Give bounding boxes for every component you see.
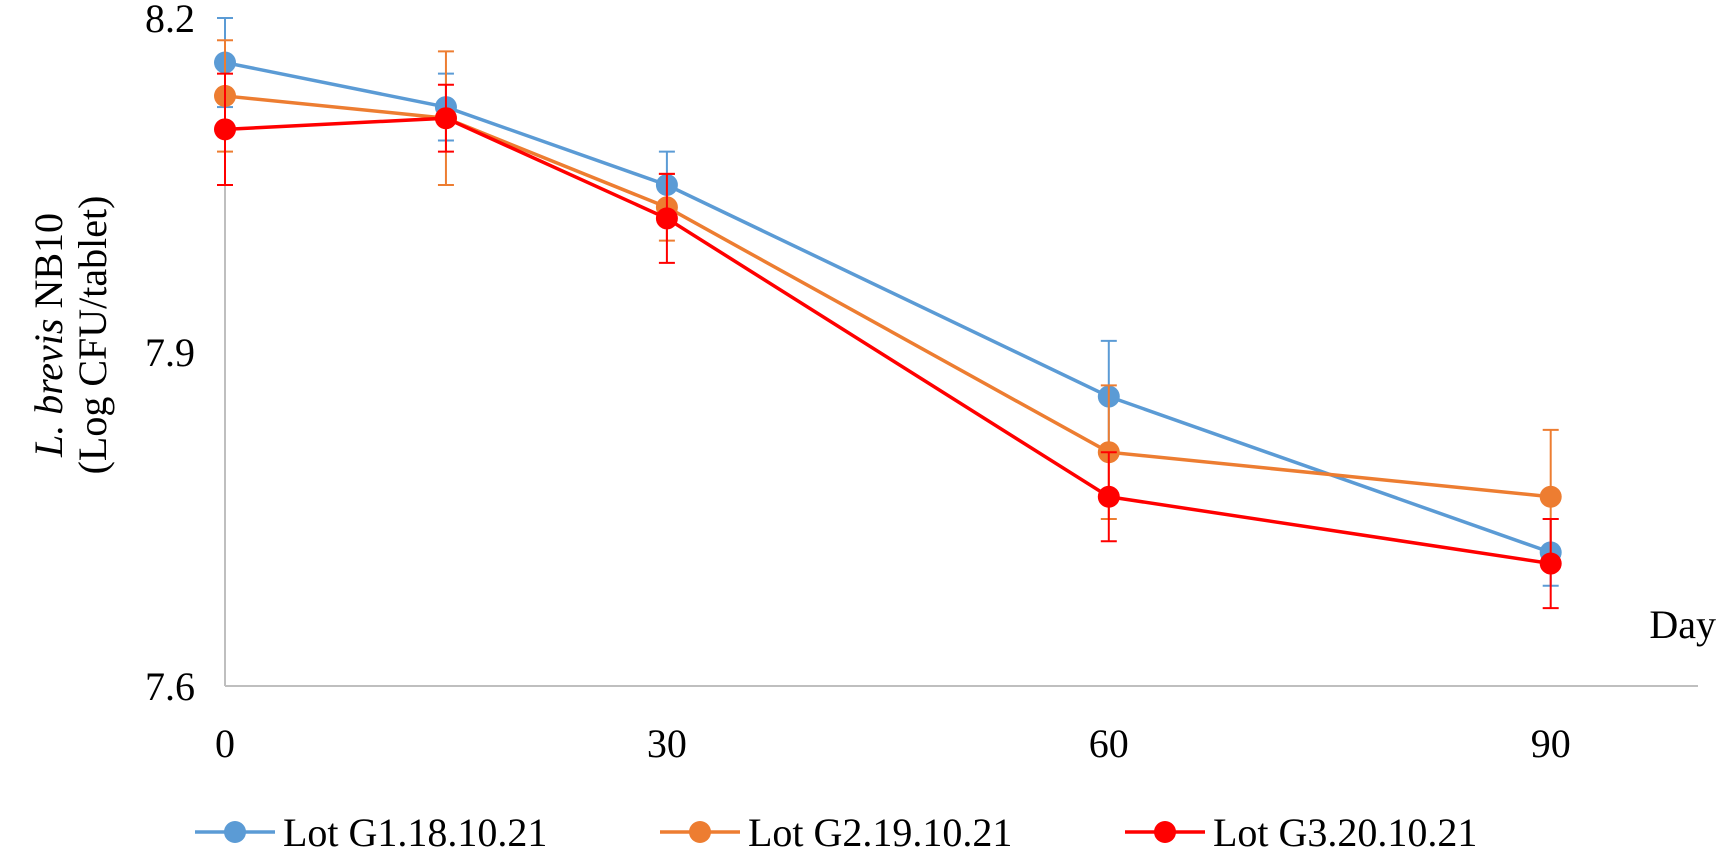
legend-item-2: Lot G2.19.10.21 (660, 810, 1012, 849)
y-tick-labels: 7.6 7.9 8.2 (145, 0, 195, 709)
x-tick-label: 0 (215, 721, 235, 766)
series-line (224, 60, 1552, 555)
svg-text:L. brevis NB10: L. brevis NB10 (26, 213, 71, 458)
series-line (224, 116, 1551, 566)
x-tick-labels: 0 30 60 90 (215, 721, 1571, 766)
x-tick-label: 60 (1089, 721, 1129, 766)
data-point (1097, 485, 1120, 508)
series-3 (214, 72, 1562, 610)
legend-swatch-marker (1154, 821, 1176, 843)
legend: Lot G1.18.10.21 Lot G2.19.10.21 Lot G3.20.… (195, 810, 1477, 849)
y-tick-label: 7.6 (145, 664, 195, 709)
x-tick-label: 90 (1531, 721, 1571, 766)
y-tick-label: 8.2 (145, 0, 195, 41)
data-point (214, 118, 236, 141)
data-point (434, 107, 457, 130)
y-tick-label: 7.9 (145, 330, 195, 375)
legend-label: Lot G2.19.10.21 (748, 810, 1012, 849)
series-layer (214, 17, 1562, 610)
y-axis-label-strain: NB10 (26, 213, 71, 319)
x-axis-label: Day (1649, 602, 1716, 647)
legend-item-1: Lot G1.18.10.21 (195, 810, 547, 849)
data-point (1539, 552, 1562, 575)
data-point (1539, 485, 1562, 508)
y-axis-label-units: (Log CFU/tablet) (70, 196, 115, 475)
y-axis-label-species: L. brevis (26, 319, 71, 459)
legend-label: Lot G3.20.10.21 (1213, 810, 1477, 849)
data-point (655, 207, 678, 230)
series-line (224, 94, 1551, 499)
legend-label: Lot G1.18.10.21 (283, 810, 547, 849)
x-tick-label: 30 (647, 721, 687, 766)
legend-swatch-marker (224, 821, 246, 843)
y-axis-label: L. brevis NB10 (26, 213, 71, 458)
series-1 (214, 17, 1562, 587)
legend-item-3: Lot G3.20.10.21 (1125, 810, 1477, 849)
legend-swatch-marker (689, 821, 711, 843)
y-axis-label-line2: (Log CFU/tablet) (70, 196, 115, 475)
